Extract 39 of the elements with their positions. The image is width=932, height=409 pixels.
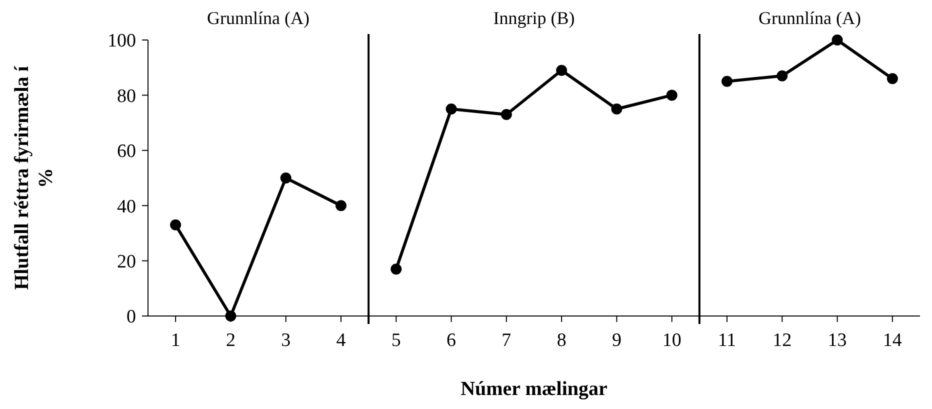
point xyxy=(170,219,182,230)
point xyxy=(556,64,568,76)
point xyxy=(886,73,898,84)
x-tick-label: 8 xyxy=(556,330,566,351)
x-tick-label: 9 xyxy=(612,330,622,351)
x-tick-label: 12 xyxy=(772,330,792,351)
point xyxy=(390,264,402,275)
y-tick-label: 0 xyxy=(126,306,136,328)
x-tick-label: 1 xyxy=(170,330,180,351)
y-axis-title: Hlutfall réttra fyrirmæla í % xyxy=(11,66,57,290)
text: Grunnlína (A) xyxy=(207,8,310,28)
point xyxy=(500,109,512,120)
x-tick-label: 3 xyxy=(281,330,291,351)
y-tick-label: 80 xyxy=(117,86,136,107)
point xyxy=(446,104,457,114)
text: Inngrip (B) xyxy=(493,8,575,28)
point xyxy=(611,104,622,114)
x-tick-label: 13 xyxy=(828,330,847,351)
x-tick-label: 4 xyxy=(336,330,346,351)
x-tick-label: 2 xyxy=(226,330,236,351)
x-axis-title: Númer mælingar xyxy=(460,378,608,400)
y-tick-label: 20 xyxy=(117,251,136,272)
point xyxy=(225,310,236,322)
text: Grunnlína (A) xyxy=(758,8,861,28)
x-tick-label: 6 xyxy=(446,330,456,351)
x-tick-label: 7 xyxy=(502,330,512,351)
x-tick-label: 14 xyxy=(882,330,902,351)
x-tick-label: 10 xyxy=(662,330,682,351)
point xyxy=(722,76,732,87)
x-tick-label: 5 xyxy=(391,330,401,351)
y-tick-label: 60 xyxy=(117,141,136,162)
y-tick-label: 40 xyxy=(117,196,136,218)
y-tick-label: 100 xyxy=(108,30,136,52)
point xyxy=(280,172,292,184)
point xyxy=(666,90,678,101)
point xyxy=(336,200,346,212)
x-tick-label: 11 xyxy=(718,330,736,351)
point xyxy=(832,34,843,46)
point xyxy=(776,70,788,82)
